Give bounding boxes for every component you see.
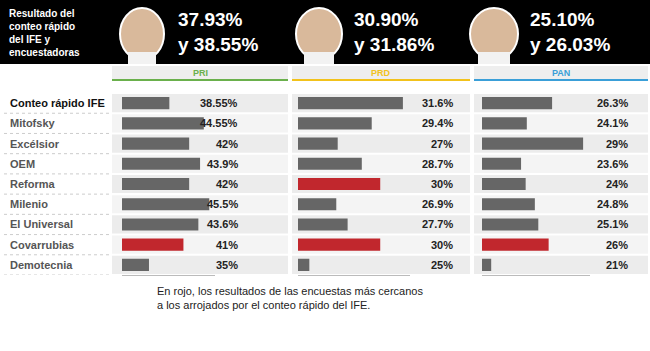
svg-text:26.9%: 26.9% xyxy=(422,198,453,210)
svg-text:Demotecnia: Demotecnia xyxy=(10,259,73,271)
svg-text:29%: 29% xyxy=(606,138,628,150)
svg-text:Resultado delconteo rápidodel: Resultado delconteo rápidodel IFE yencue… xyxy=(9,8,80,58)
svg-text:Reforma: Reforma xyxy=(10,178,56,190)
svg-text:26%: 26% xyxy=(606,239,628,251)
svg-text:41%: 41% xyxy=(216,239,238,251)
svg-text:25%: 25% xyxy=(431,259,453,271)
svg-text:OEM: OEM xyxy=(10,158,35,170)
svg-text:Excélsior: Excélsior xyxy=(10,138,60,150)
svg-text:43.6%: 43.6% xyxy=(207,218,238,230)
svg-text:24.8%: 24.8% xyxy=(597,198,628,210)
svg-text:25.1%: 25.1% xyxy=(597,218,628,230)
svg-text:Milenio: Milenio xyxy=(10,198,48,210)
svg-text:24.1%: 24.1% xyxy=(597,117,628,129)
svg-text:35%: 35% xyxy=(216,259,238,271)
svg-text:30.90%y 31.86%: 30.90%y 31.86% xyxy=(354,9,434,55)
svg-text:42%: 42% xyxy=(216,138,238,150)
svg-text:El Universal: El Universal xyxy=(10,218,73,230)
svg-text:29.4%: 29.4% xyxy=(422,117,453,129)
svg-text:Conteo rápido IFE: Conteo rápido IFE xyxy=(10,97,105,109)
svg-text:27%: 27% xyxy=(431,138,453,150)
svg-text:21%: 21% xyxy=(606,259,628,271)
svg-text:42%: 42% xyxy=(216,178,238,190)
svg-text:En rojo, los resultados de las: En rojo, los resultados de las encuestas… xyxy=(157,285,423,311)
svg-text:24%: 24% xyxy=(606,178,628,190)
svg-text:37.93%y 38.55%: 37.93%y 38.55% xyxy=(178,9,258,55)
svg-text:44.55%: 44.55% xyxy=(200,117,238,129)
svg-text:30%: 30% xyxy=(431,239,453,251)
svg-text:PRI: PRI xyxy=(193,68,208,78)
svg-text:Covarrubias: Covarrubias xyxy=(10,239,74,251)
svg-text:28.7%: 28.7% xyxy=(422,158,453,170)
svg-text:31.6%: 31.6% xyxy=(422,97,453,109)
svg-text:Mitofsky: Mitofsky xyxy=(10,117,56,129)
svg-text:43.9%: 43.9% xyxy=(207,158,238,170)
svg-text:27.7%: 27.7% xyxy=(422,218,453,230)
svg-text:38.55%: 38.55% xyxy=(200,97,238,109)
svg-text:25.10%y 26.03%: 25.10%y 26.03% xyxy=(530,9,610,55)
svg-text:PRD: PRD xyxy=(371,68,391,78)
svg-text:PAN: PAN xyxy=(552,68,570,78)
svg-text:30%: 30% xyxy=(431,178,453,190)
svg-text:26.3%: 26.3% xyxy=(597,97,628,109)
svg-text:23.6%: 23.6% xyxy=(597,158,628,170)
svg-text:45.5%: 45.5% xyxy=(207,198,238,210)
